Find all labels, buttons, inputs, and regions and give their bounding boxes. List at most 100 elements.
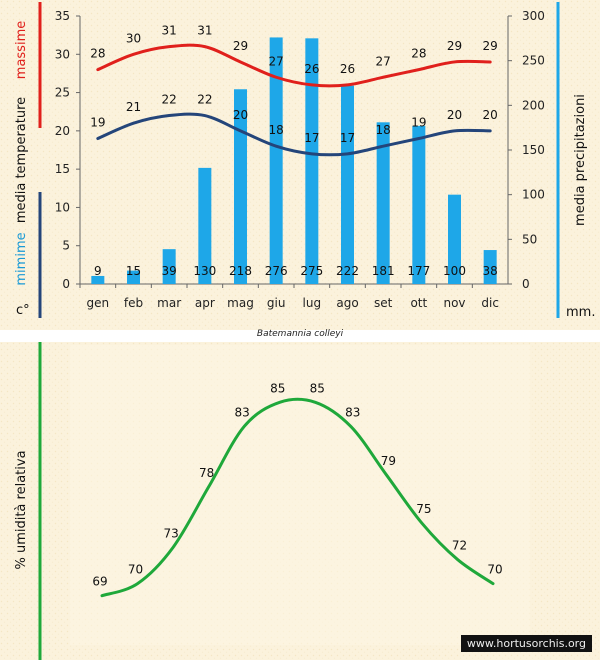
massime-label: 28 xyxy=(411,47,426,61)
x-tick-label: set xyxy=(374,296,393,310)
minime-label: 20 xyxy=(483,108,498,122)
massime-label: 27 xyxy=(376,54,391,68)
rain-bar xyxy=(198,167,212,284)
right-tick-label: 250 xyxy=(522,54,545,68)
rain-label: 130 xyxy=(193,264,216,278)
humidity-label: 83 xyxy=(235,405,250,419)
right-tick-label: 200 xyxy=(522,98,545,112)
min-axis-label: mimime xyxy=(14,232,29,285)
humidity-line xyxy=(100,397,495,598)
massime-label: 29 xyxy=(447,39,462,53)
rain-bar xyxy=(412,125,426,284)
minime-label: 21 xyxy=(126,100,141,114)
rain-label: 222 xyxy=(336,264,359,278)
rain-label: 218 xyxy=(229,264,252,278)
massime-label: 31 xyxy=(197,24,212,38)
minime-label: 17 xyxy=(304,131,319,145)
left-tick-label: 35 xyxy=(55,9,70,23)
rain-label: 9 xyxy=(94,264,102,278)
minime-label: 18 xyxy=(376,123,391,137)
massime-label: 29 xyxy=(233,39,248,53)
bottom-plot-panel xyxy=(70,345,530,645)
minime-label: 19 xyxy=(411,116,426,130)
left-tick-label: 5 xyxy=(62,239,70,253)
humidity-label: 78 xyxy=(199,466,214,480)
rain-bar xyxy=(483,250,497,284)
rain-bar xyxy=(234,89,247,285)
max-axis-label: massime xyxy=(14,21,29,79)
massime-label: 31 xyxy=(162,24,177,38)
x-tick-label: feb xyxy=(124,296,143,310)
left-tick-label: 15 xyxy=(55,162,70,176)
massime-label: 30 xyxy=(126,31,141,45)
minime-line xyxy=(96,112,492,157)
humidity-label: 85 xyxy=(270,381,285,395)
rain-bar xyxy=(127,270,140,284)
humidity-chart: % umidità relativa 69 70 73 78 83 85 85 83 79 75 72… xyxy=(14,342,503,660)
x-tick-label: dic xyxy=(481,296,499,310)
rain-label: 177 xyxy=(407,264,430,278)
right-tick-label: 0 xyxy=(522,277,530,291)
minime-label: 22 xyxy=(197,93,212,107)
humidity-label: 79 xyxy=(381,454,396,468)
x-tick-label: ago xyxy=(336,296,358,310)
massime-label: 29 xyxy=(483,39,498,53)
minime-label: 22 xyxy=(162,93,177,107)
right-tick-label: 150 xyxy=(522,143,545,157)
left-tick-label: 30 xyxy=(55,47,70,61)
rain-label: 39 xyxy=(162,264,177,278)
x-tick-label: gen xyxy=(87,296,110,310)
rain-label: 15 xyxy=(126,264,141,278)
right-axis-unit: mm. xyxy=(566,305,595,320)
chart-title: Batemannia colleyi xyxy=(257,329,344,339)
massime-label: 27 xyxy=(269,54,284,68)
massime-label: 26 xyxy=(304,62,319,76)
humidity-label: 70 xyxy=(128,563,143,577)
x-tick-label: mag xyxy=(227,296,254,310)
rain-bar xyxy=(376,122,390,284)
massime-line xyxy=(96,43,492,88)
humidity-label: 83 xyxy=(345,405,360,419)
rain-bar xyxy=(162,249,176,284)
left-tick-label: 10 xyxy=(55,200,70,214)
rain-label: 275 xyxy=(300,264,323,278)
rain-label: 100 xyxy=(443,264,466,278)
rain-bar xyxy=(341,85,354,285)
x-tick-label: mar xyxy=(157,296,181,310)
rain-bar xyxy=(305,38,319,285)
humidity-axis-title: % umidità relativa xyxy=(14,450,29,569)
right-tick-label: 100 xyxy=(522,188,545,202)
humidity-label: 85 xyxy=(310,381,325,395)
right-tick-label: 50 xyxy=(522,232,537,246)
humidity-label: 72 xyxy=(452,538,467,552)
right-axis-title: media precipitazioni xyxy=(573,94,588,226)
humidity-label: 70 xyxy=(487,563,502,577)
minime-label: 20 xyxy=(447,108,462,122)
x-tick-label: lug xyxy=(303,296,322,310)
humidity-label: 75 xyxy=(416,502,431,516)
left-axis-unit: c° xyxy=(16,303,30,318)
humidity-label: 73 xyxy=(163,526,178,540)
rain-bar xyxy=(91,275,105,284)
x-tick-label: apr xyxy=(195,296,215,310)
minime-label: 20 xyxy=(233,108,248,122)
left-tick-label: 25 xyxy=(55,86,70,100)
minime-label: 19 xyxy=(90,116,105,130)
humidity-label: 69 xyxy=(92,575,107,589)
x-tick-label: nov xyxy=(443,296,465,310)
x-tick-label: ott xyxy=(410,296,427,310)
rain-label: 276 xyxy=(265,264,288,278)
massime-label: 28 xyxy=(90,47,105,61)
minime-label: 18 xyxy=(269,123,284,137)
massime-label: 26 xyxy=(340,62,355,76)
rain-bar xyxy=(448,194,461,284)
rain-label: 38 xyxy=(483,264,498,278)
left-tick-label: 20 xyxy=(55,124,70,138)
left-tick-label: 0 xyxy=(62,277,70,291)
right-tick-label: 300 xyxy=(522,9,545,23)
top-chart-background xyxy=(0,0,600,330)
watermark: www.hortusorchis.org xyxy=(460,635,592,652)
